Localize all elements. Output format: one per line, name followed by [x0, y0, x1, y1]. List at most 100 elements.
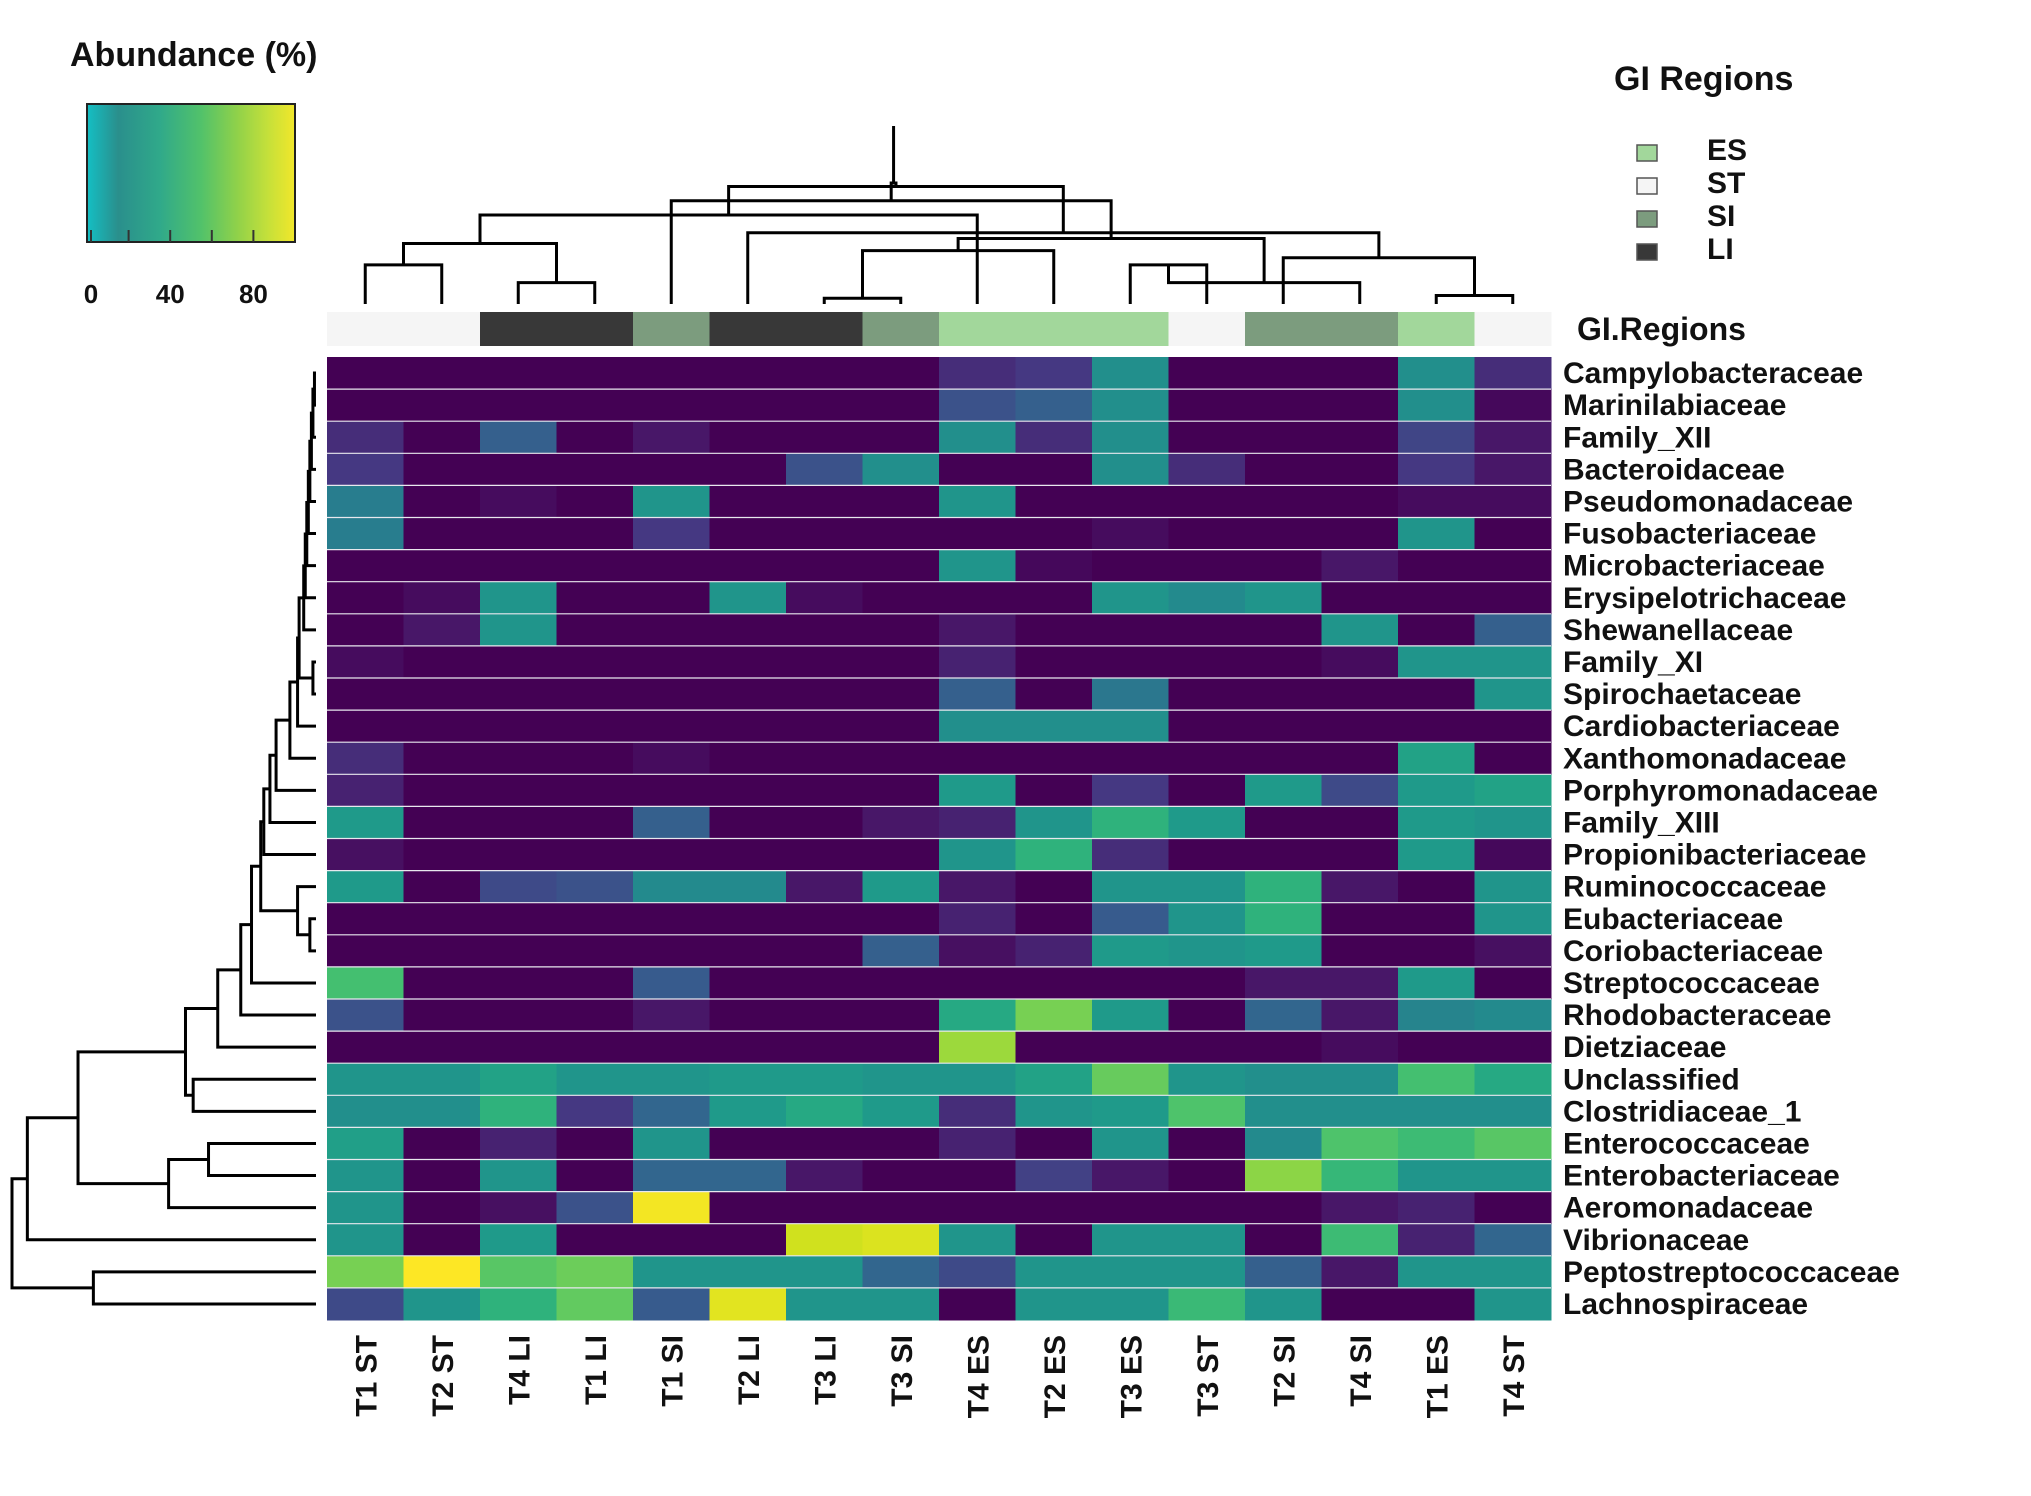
row-dendrogram-branch [216, 968, 316, 1049]
heatmap-cell [403, 774, 481, 807]
heatmap-cell [1398, 581, 1475, 615]
heatmap-cell [709, 1255, 787, 1289]
heatmap-cell [1168, 549, 1246, 583]
heatmap-cell [862, 1255, 940, 1289]
row-dendrogram-branch [91, 1270, 316, 1306]
row-dendrogram-branch [296, 885, 316, 937]
heatmap-cell [1168, 774, 1246, 807]
row-label: Unclassified [1563, 1063, 1740, 1096]
heatmap-cell [786, 742, 863, 775]
heatmap-cell [556, 389, 634, 422]
heatmap-cell [786, 1191, 863, 1225]
row-dendrogram-branch [10, 1177, 94, 1290]
heatmap-cell [403, 1031, 481, 1064]
heatmap-cell [327, 1159, 404, 1193]
heatmap-cell [709, 934, 787, 968]
heatmap-cell [939, 870, 1016, 904]
heatmap-cell [862, 1031, 940, 1064]
heatmap-cell [1245, 934, 1322, 968]
heatmap-cell [862, 645, 940, 679]
row-label: Microbacteriaceae [1563, 550, 1825, 583]
row-label: Clostridiaceae_1 [1563, 1095, 1801, 1128]
heatmap-cell [1092, 517, 1169, 551]
heatmap-cell [327, 1191, 404, 1225]
heatmap-cell [633, 902, 710, 936]
heatmap-cell [1398, 1063, 1475, 1096]
heatmap-cell [633, 774, 710, 807]
heatmap-cell [939, 357, 1016, 390]
heatmap-cell [480, 1223, 557, 1257]
heatmap-cell [1245, 1095, 1322, 1128]
heatmap-cell [633, 1255, 710, 1289]
heatmap-cell [1321, 581, 1399, 615]
heatmap-cell [939, 806, 1016, 839]
heatmap-cell [1398, 645, 1475, 679]
heatmap-cell [862, 710, 940, 743]
heatmap-cell [709, 1095, 787, 1128]
heatmap-cell [1245, 838, 1322, 872]
heatmap-cell [939, 549, 1016, 583]
heatmap-cell [1321, 389, 1399, 422]
heatmap-cell [1321, 1063, 1399, 1096]
heatmap-cell [480, 389, 557, 422]
heatmap-cell [1474, 1255, 1552, 1289]
heatmap-cell [709, 485, 787, 518]
heatmap-cell [480, 421, 557, 454]
colorbar-tick-label: 80 [239, 279, 268, 309]
heatmap-cell [327, 742, 404, 775]
heatmap-cell [327, 999, 404, 1032]
heatmap-cell [939, 1127, 1016, 1160]
heatmap-cell [633, 742, 710, 775]
annotation-cell [556, 312, 634, 346]
row-label: Propionibacteriaceae [1563, 839, 1866, 872]
heatmap-cell [1015, 934, 1093, 968]
heatmap-cell [786, 806, 863, 839]
heatmap-cell [403, 678, 481, 711]
heatmap-cell [1092, 581, 1169, 615]
heatmap-cell [556, 1159, 634, 1193]
heatmap-cell [1398, 1159, 1475, 1193]
heatmap-cell [1092, 806, 1169, 839]
heatmap-cell [480, 485, 557, 518]
heatmap-cell [403, 549, 481, 583]
heatmap-cell [709, 774, 787, 807]
heatmap-cell [1321, 1031, 1399, 1064]
heatmap-cell [1245, 1191, 1322, 1225]
heatmap-cell [786, 774, 863, 807]
heatmap-cell [327, 1063, 404, 1096]
colorbar-ticks: 0 40 80 [84, 230, 268, 309]
heatmap-cell [709, 742, 787, 775]
annotation-cell [1168, 312, 1246, 346]
heatmap-cell [556, 517, 634, 551]
heatmap-cell [786, 934, 863, 968]
heatmap-cell [1015, 421, 1093, 454]
heatmap-cell [1474, 870, 1552, 904]
heatmap-cell [1168, 1287, 1246, 1321]
heatmap-cell [1092, 1127, 1169, 1160]
heatmap-cell [1398, 1191, 1475, 1225]
heatmap-cell [1092, 934, 1169, 968]
heatmap-cell [786, 517, 863, 551]
heatmap-cell [1474, 645, 1552, 679]
heatmap-cell [862, 517, 940, 551]
row-label: Bacteroidaceae [1563, 453, 1785, 486]
heatmap-cell [786, 710, 863, 743]
heatmap-cell [1321, 1095, 1399, 1128]
heatmap-cell [1474, 934, 1552, 968]
heatmap-cell [327, 806, 404, 839]
heatmap-cell [862, 1191, 940, 1225]
heatmap-cell [1398, 838, 1475, 872]
heatmap-cell [1321, 710, 1399, 743]
heatmap-cell [1245, 389, 1322, 422]
heatmap-cell [786, 870, 863, 904]
heatmap-cell [1168, 806, 1246, 839]
heatmap-cell [939, 1255, 1016, 1289]
heatmap-cell [786, 613, 863, 647]
row-label: Cardiobacteriaceae [1563, 710, 1840, 743]
heatmap-cell [1015, 678, 1093, 711]
heatmap-cell [403, 902, 481, 936]
heatmap-cell [709, 902, 787, 936]
heatmap-cell [1092, 678, 1169, 711]
heatmap-cell [786, 421, 863, 454]
heatmap-cell [1474, 838, 1552, 872]
